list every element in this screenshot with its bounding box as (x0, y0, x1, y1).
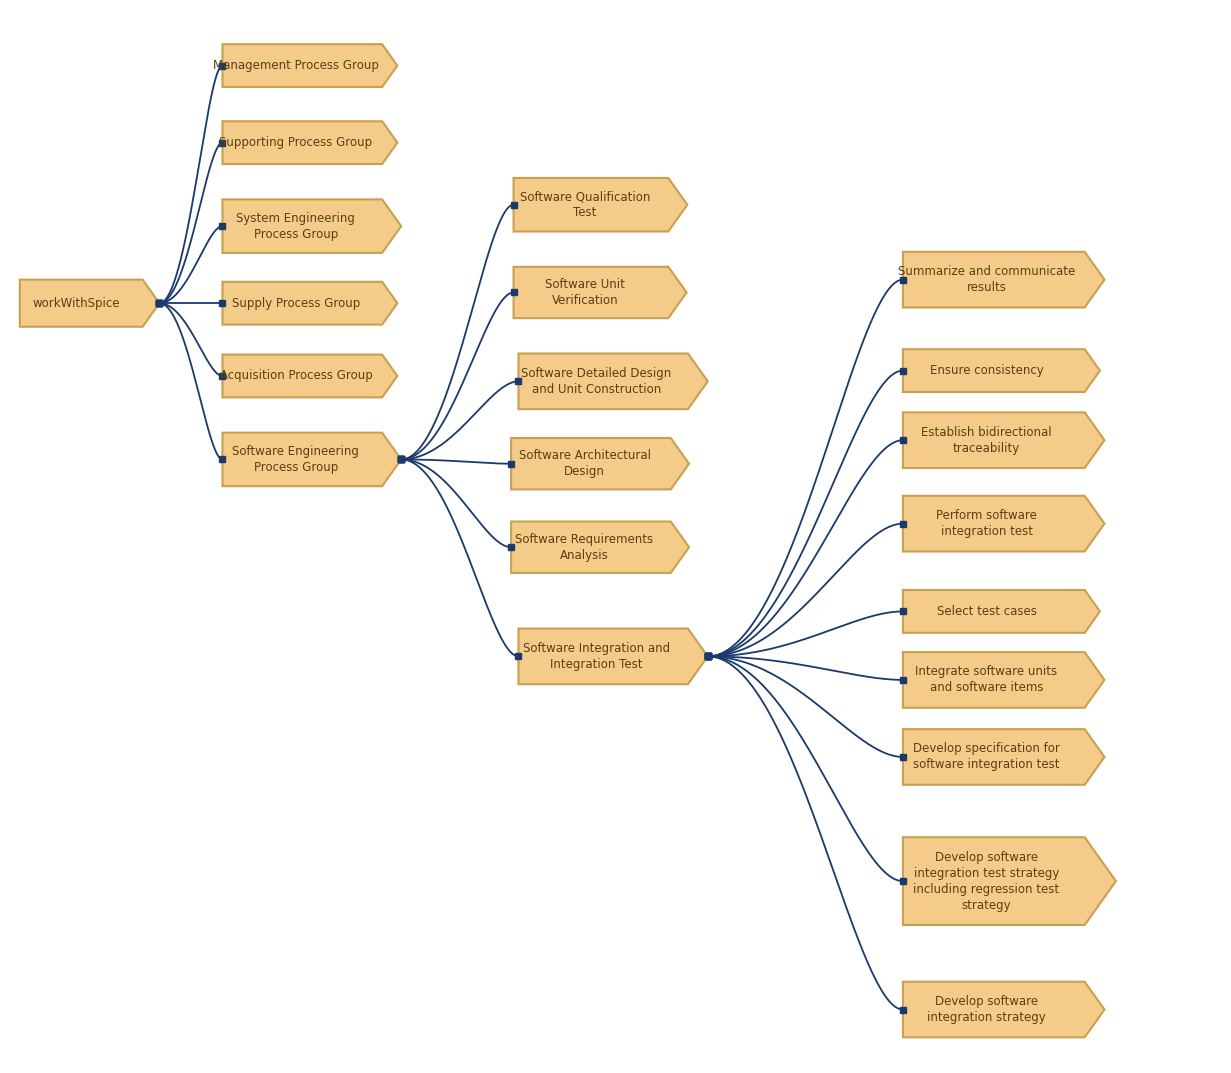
Polygon shape (223, 200, 401, 253)
Polygon shape (902, 252, 1104, 308)
Text: workWithSpice: workWithSpice (32, 297, 121, 310)
Text: Software Engineering
Process Group: Software Engineering Process Group (233, 445, 359, 474)
Polygon shape (223, 121, 398, 164)
Polygon shape (902, 412, 1104, 468)
Polygon shape (902, 349, 1101, 392)
Polygon shape (902, 730, 1104, 784)
Text: Software Architectural
Design: Software Architectural Design (518, 450, 650, 479)
Text: Develop software
integration test strategy
including regression test
strategy: Develop software integration test strate… (913, 851, 1060, 912)
Polygon shape (513, 178, 687, 232)
Text: Establish bidirectional
traceability: Establish bidirectional traceability (921, 426, 1051, 455)
Text: Select test cases: Select test cases (937, 605, 1037, 618)
Text: Develop software
integration strategy: Develop software integration strategy (927, 995, 1046, 1024)
Polygon shape (902, 496, 1104, 552)
Polygon shape (902, 590, 1101, 633)
Polygon shape (518, 629, 708, 685)
Polygon shape (223, 432, 401, 486)
Text: Perform software
integration test: Perform software integration test (936, 510, 1037, 539)
Polygon shape (902, 652, 1104, 708)
Text: Ensure consistency: Ensure consistency (929, 364, 1044, 377)
Polygon shape (902, 982, 1104, 1038)
Text: Software Unit
Verification: Software Unit Verification (545, 278, 624, 307)
Text: System Engineering
Process Group: System Engineering Process Group (236, 211, 356, 240)
Text: Management Process Group: Management Process Group (213, 59, 379, 72)
Text: Supporting Process Group: Supporting Process Group (219, 136, 373, 149)
Polygon shape (513, 267, 687, 319)
Text: Software Integration and
Integration Test: Software Integration and Integration Tes… (523, 642, 670, 671)
Polygon shape (223, 44, 398, 87)
Text: Integrate software units
and software items: Integrate software units and software it… (916, 665, 1057, 694)
Polygon shape (223, 354, 398, 397)
Polygon shape (511, 438, 689, 489)
Polygon shape (902, 837, 1117, 925)
Text: Software Requirements
Analysis: Software Requirements Analysis (516, 532, 654, 561)
Text: Software Qualification
Test: Software Qualification Test (519, 190, 650, 219)
Text: Develop specification for
software integration test: Develop specification for software integ… (913, 743, 1060, 771)
Polygon shape (20, 280, 159, 327)
Text: Software Detailed Design
and Unit Construction: Software Detailed Design and Unit Constr… (521, 367, 672, 396)
Polygon shape (511, 521, 689, 573)
Polygon shape (518, 353, 708, 409)
Polygon shape (223, 282, 398, 325)
Text: Summarize and communicate
results: Summarize and communicate results (897, 265, 1075, 294)
Text: Supply Process Group: Supply Process Group (231, 297, 359, 310)
Text: Acquisition Process Group: Acquisition Process Group (219, 369, 372, 382)
